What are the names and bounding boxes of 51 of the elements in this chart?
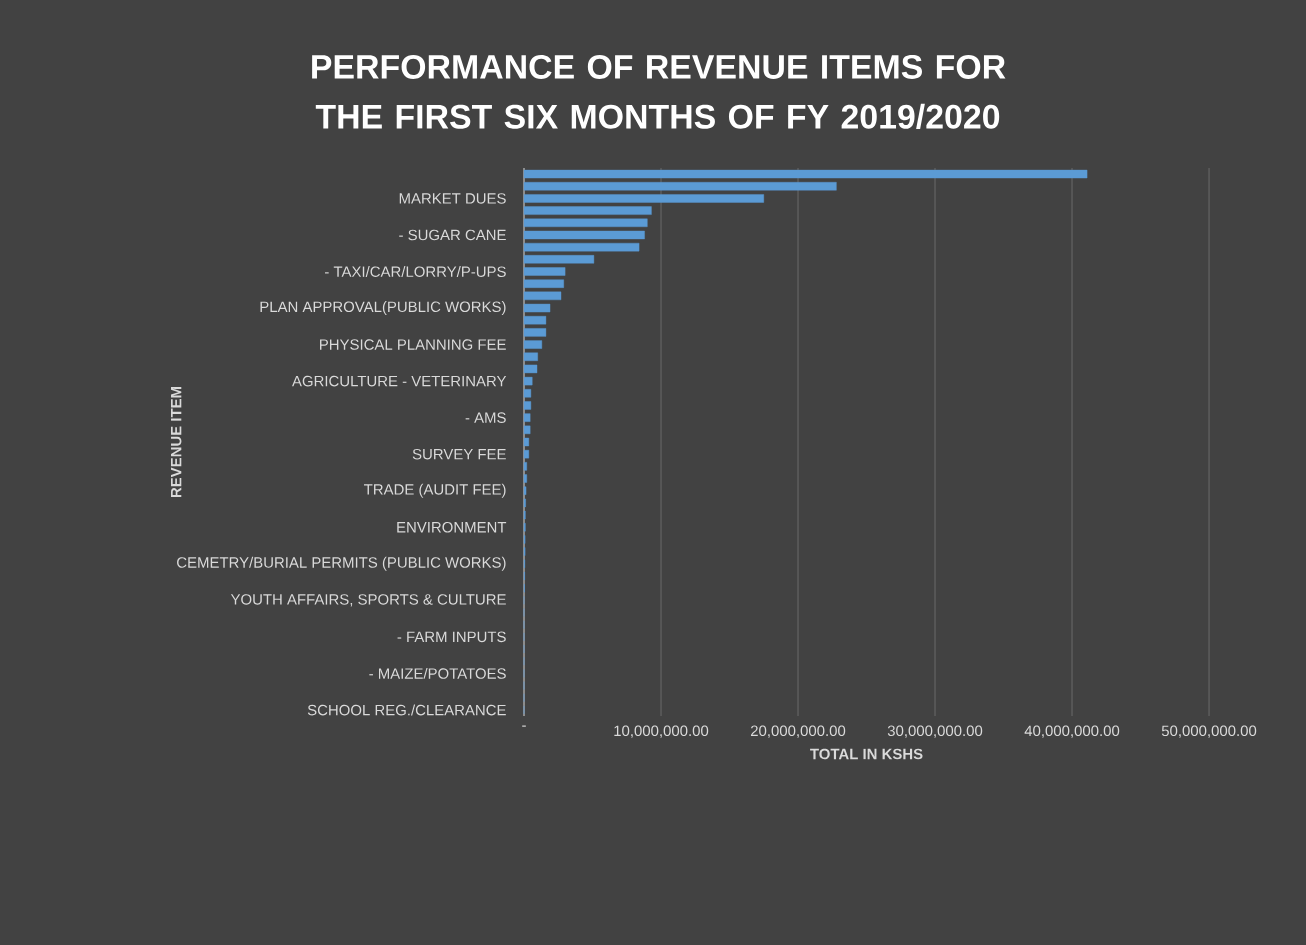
y-axis-title: REVENUE ITEM — [171, 386, 182, 498]
y-tick-label: PLAN APPROVAL(PUBLIC WORKS) — [260, 301, 506, 315]
bar — [523, 230, 645, 240]
bar — [523, 376, 533, 386]
x-tick-label: 40,000,000.00 — [1024, 725, 1120, 738]
bar — [523, 437, 530, 447]
bar — [523, 340, 543, 349]
y-tick-label: - MAIZE/POTATOES — [369, 667, 506, 679]
x-tick-label: 50,000,000.00 — [1161, 725, 1257, 738]
bar — [523, 364, 538, 374]
bar — [523, 389, 532, 398]
bar — [523, 255, 595, 264]
x-tick-label: 20,000,000.00 — [750, 725, 846, 738]
bar — [523, 242, 640, 252]
x-tick-label: 30,000,000.00 — [887, 725, 983, 738]
y-tick-label: - FARM INPUTS — [397, 631, 506, 643]
x-tick-label: - — [522, 725, 526, 727]
bar — [523, 425, 531, 435]
bar — [523, 462, 527, 471]
y-tick-label: ENVIRONMENT — [397, 521, 507, 533]
bar — [523, 401, 532, 410]
bar — [523, 486, 527, 495]
bar — [523, 316, 547, 325]
bar — [523, 206, 652, 215]
y-tick-label: - SUGAR CANE — [399, 229, 506, 241]
bar — [523, 413, 531, 422]
bar — [523, 279, 564, 288]
y-tick-label: MARKET DUES — [399, 193, 506, 204]
y-tick-label: SCHOOL REG./CLEARANCE — [307, 704, 506, 716]
bar — [523, 267, 566, 276]
y-tick-label: CEMETRY/BURIAL PERMITS (PUBLIC WORKS) — [177, 556, 506, 571]
x-tick-label: 10,000,000.00 — [614, 725, 709, 738]
y-tick-label: YOUTH AFFAIRS, SPORTS & CULTURE — [230, 594, 506, 607]
bar — [523, 352, 538, 361]
bar — [523, 182, 837, 191]
bar — [523, 303, 551, 313]
y-tick-label: SURVEY FEE — [412, 448, 506, 460]
y-tick-label: TRADE (AUDIT FEE) — [364, 483, 506, 498]
y-tick-label: PHYSICAL PLANNING FEE — [320, 339, 506, 350]
bar — [523, 474, 527, 483]
bar — [523, 194, 764, 203]
y-tick-label: - AMS — [465, 412, 506, 423]
bar — [523, 218, 648, 227]
x-axis-title: TOTAL IN KSHS — [810, 748, 923, 760]
y-tick-label: - TAXI/CAR/LORRY/P-UPS — [325, 266, 506, 277]
bar — [523, 449, 530, 459]
bar — [523, 291, 562, 301]
bar — [523, 169, 1088, 179]
y-tick-label: AGRICULTURE - VETERINARY — [292, 375, 507, 387]
bar — [523, 328, 547, 337]
chart-title: PERFORMANCE OF REVENUE ITEMS FOR THE FIRST SIX MONTHS OF FY 2019/2020 — [312, 54, 1006, 130]
